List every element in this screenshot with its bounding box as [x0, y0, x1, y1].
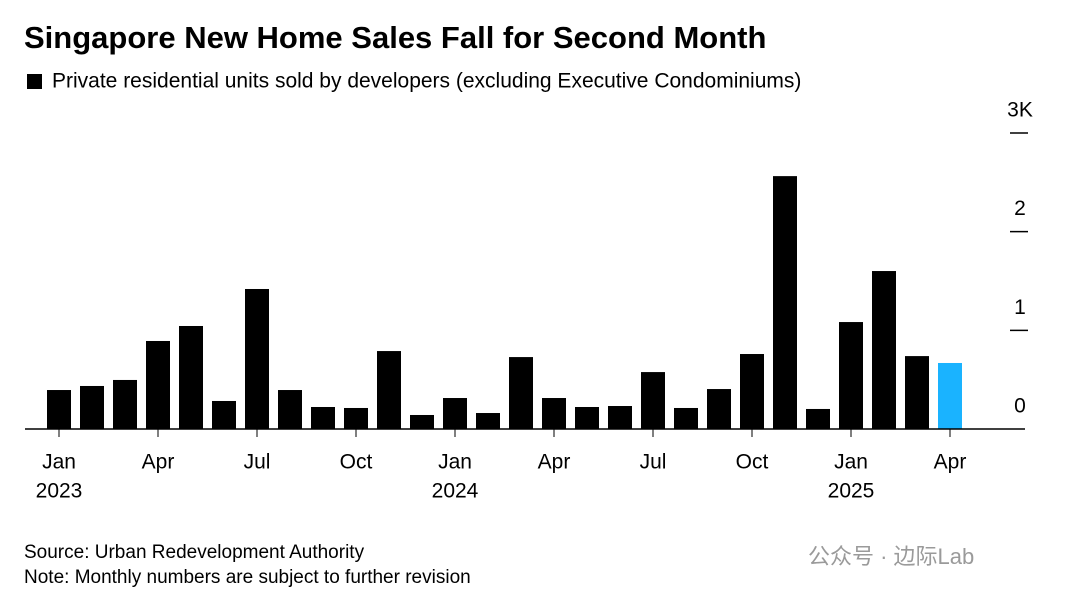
- legend-swatch: [27, 74, 42, 89]
- y-tick-label: 0: [1014, 395, 1026, 418]
- bar: [113, 379, 137, 429]
- bar: [938, 362, 962, 429]
- bar: [212, 400, 236, 429]
- bar: [542, 398, 566, 429]
- bar: [443, 398, 467, 429]
- bar: [905, 356, 929, 429]
- bar: [674, 407, 698, 429]
- bar: [608, 406, 632, 429]
- bar: [509, 357, 533, 429]
- x-tick-label: Jan: [438, 451, 472, 474]
- x-tick-label: Jul: [244, 451, 271, 474]
- chart-title: Singapore New Home Sales Fall for Second…: [24, 20, 766, 55]
- x-tick-label: Apr: [538, 451, 571, 474]
- bar: [410, 414, 434, 429]
- y-tick-label: 1: [1014, 296, 1026, 319]
- bar: [476, 413, 500, 429]
- y-tick-label: 3K: [1007, 99, 1033, 122]
- x-tick-label: Apr: [142, 451, 175, 474]
- bar: [179, 325, 203, 429]
- x-tick-label: Jan: [42, 451, 76, 474]
- bar: [872, 271, 896, 429]
- bar: [707, 389, 731, 429]
- x-tick-label: Apr: [934, 451, 967, 474]
- bar: [575, 406, 599, 429]
- source: Source: Urban Redevelopment Authority: [24, 542, 365, 563]
- bar: [245, 288, 269, 429]
- bar: [278, 390, 302, 429]
- bar: [80, 385, 104, 429]
- note: Note: Monthly numbers are subject to fur…: [24, 567, 471, 588]
- bar: [740, 354, 764, 429]
- x-tick-label: Jan: [834, 451, 868, 474]
- x-year-label: 2023: [36, 480, 83, 503]
- watermark: 公众号 · 边际Lab: [808, 544, 974, 569]
- x-year-label: 2025: [828, 480, 875, 503]
- bar: [344, 407, 368, 429]
- bar: [47, 390, 71, 429]
- bar: [146, 340, 170, 429]
- x-tick-label: Oct: [736, 451, 769, 474]
- bar: [806, 408, 830, 429]
- x-tick-label: Jul: [640, 451, 667, 474]
- bar: [641, 372, 665, 429]
- y-tick-label: 2: [1014, 197, 1026, 220]
- bar: [377, 351, 401, 429]
- x-year-label: 2024: [432, 480, 479, 503]
- subtitle: Private residential units sold by develo…: [52, 70, 801, 93]
- bar: [311, 406, 335, 429]
- bar: [773, 176, 797, 429]
- x-tick-label: Oct: [340, 451, 373, 474]
- bar: [839, 322, 863, 429]
